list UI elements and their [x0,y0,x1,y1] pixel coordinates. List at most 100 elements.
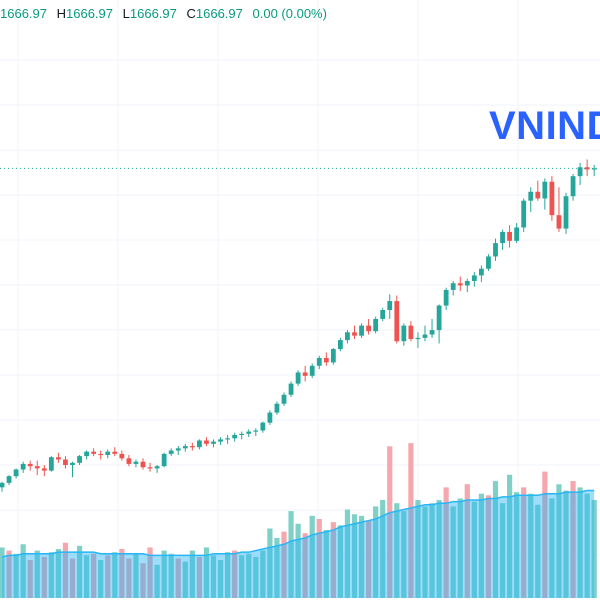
candle-body [401,325,407,342]
candle-body [0,482,5,488]
volume-bar [499,503,506,598]
candle-body [429,330,435,335]
volume-bar [126,558,132,598]
candle-body [443,289,449,306]
volume-bar [239,555,245,598]
volume-bar [140,563,146,598]
candle-body [457,283,463,286]
volume-bar [577,487,583,598]
volume-bar [112,552,118,598]
candle-body [211,441,216,444]
candle-body [140,461,146,468]
volume-bar [436,500,442,598]
candle-body [175,448,181,451]
candle-body [486,256,491,269]
volume-bar [485,495,492,598]
candle-body [218,439,223,442]
candle-body [288,383,294,395]
candle-body [133,461,139,464]
candle-body [549,181,555,216]
candle-body [479,268,484,276]
volume-bar [373,506,379,598]
candle-body [105,451,111,455]
candle-body [366,325,371,332]
candle-body [309,365,315,376]
candle-body [387,301,393,310]
candle-body [422,334,428,338]
volume-bar [464,484,470,598]
high-value: 1666.97 [66,6,114,21]
volume-bar [217,560,224,598]
candle-body [246,431,252,434]
volume-bar [210,555,217,598]
candle-body [27,463,33,467]
volume-bar [408,443,414,598]
volume-bar [91,553,97,598]
low-label: L [122,6,130,21]
volume-bar [521,487,527,598]
candle-body [119,453,125,459]
volume-bar [380,500,386,598]
volume-bar [429,503,435,598]
volume-bar [69,558,76,598]
candle-body [584,167,590,170]
volume-bar [330,522,336,598]
candle-body [189,446,195,448]
volume-bar [323,530,329,598]
ohlc-legend: 1666.97 H1666.97 L1666.97 C1666.97 0.00 … [0,4,327,24]
candle-body [63,459,68,466]
candle-body [20,463,26,470]
candle-body [535,191,541,199]
candle-body [464,281,470,286]
candle-body [577,167,583,177]
change-value: 0.00 (0.00%) [252,6,327,21]
volume-bar [309,515,315,598]
candle-body [197,440,202,448]
volume-bar [147,547,153,598]
volume-bar [358,515,365,598]
volume-bar [514,492,520,598]
volume-bar [316,519,322,598]
candle-body [34,466,40,469]
candle-body [345,332,350,341]
volume-bar [542,471,548,598]
candle-body [338,340,343,350]
candle-body [91,451,97,454]
volume-bar [133,553,139,598]
volume-bar [549,498,555,598]
volume-bar [175,558,181,598]
volume-bar [584,493,590,598]
volume-ma-line [1,489,595,558]
candle-body [13,469,19,477]
volume-bar [62,542,69,598]
volume-ma-fill [2,490,595,598]
candle-body [281,394,287,404]
volume-bar [288,511,294,598]
volume-bar [563,490,569,598]
candle-body [168,450,174,454]
volume-bar [295,523,301,598]
candle-body [380,310,386,319]
volume-bar [27,560,33,598]
candle-body [70,462,75,466]
volume-bar [492,481,499,598]
close-label: C [186,6,196,21]
volume-bar [570,481,576,598]
candle-body [500,231,505,244]
candle-body [6,476,12,483]
candle-body [352,332,357,336]
volume-bar [13,553,19,598]
candle-body [267,412,273,423]
candle-body [450,283,456,290]
candle-body [556,215,562,229]
candle-body [232,434,238,439]
candle-body [359,325,364,336]
low-value: 1666.97 [129,6,177,21]
volume-bar [196,556,202,598]
candle-body [225,438,230,440]
symbol-watermark: VNIND [489,104,600,148]
candle-body [316,357,322,366]
